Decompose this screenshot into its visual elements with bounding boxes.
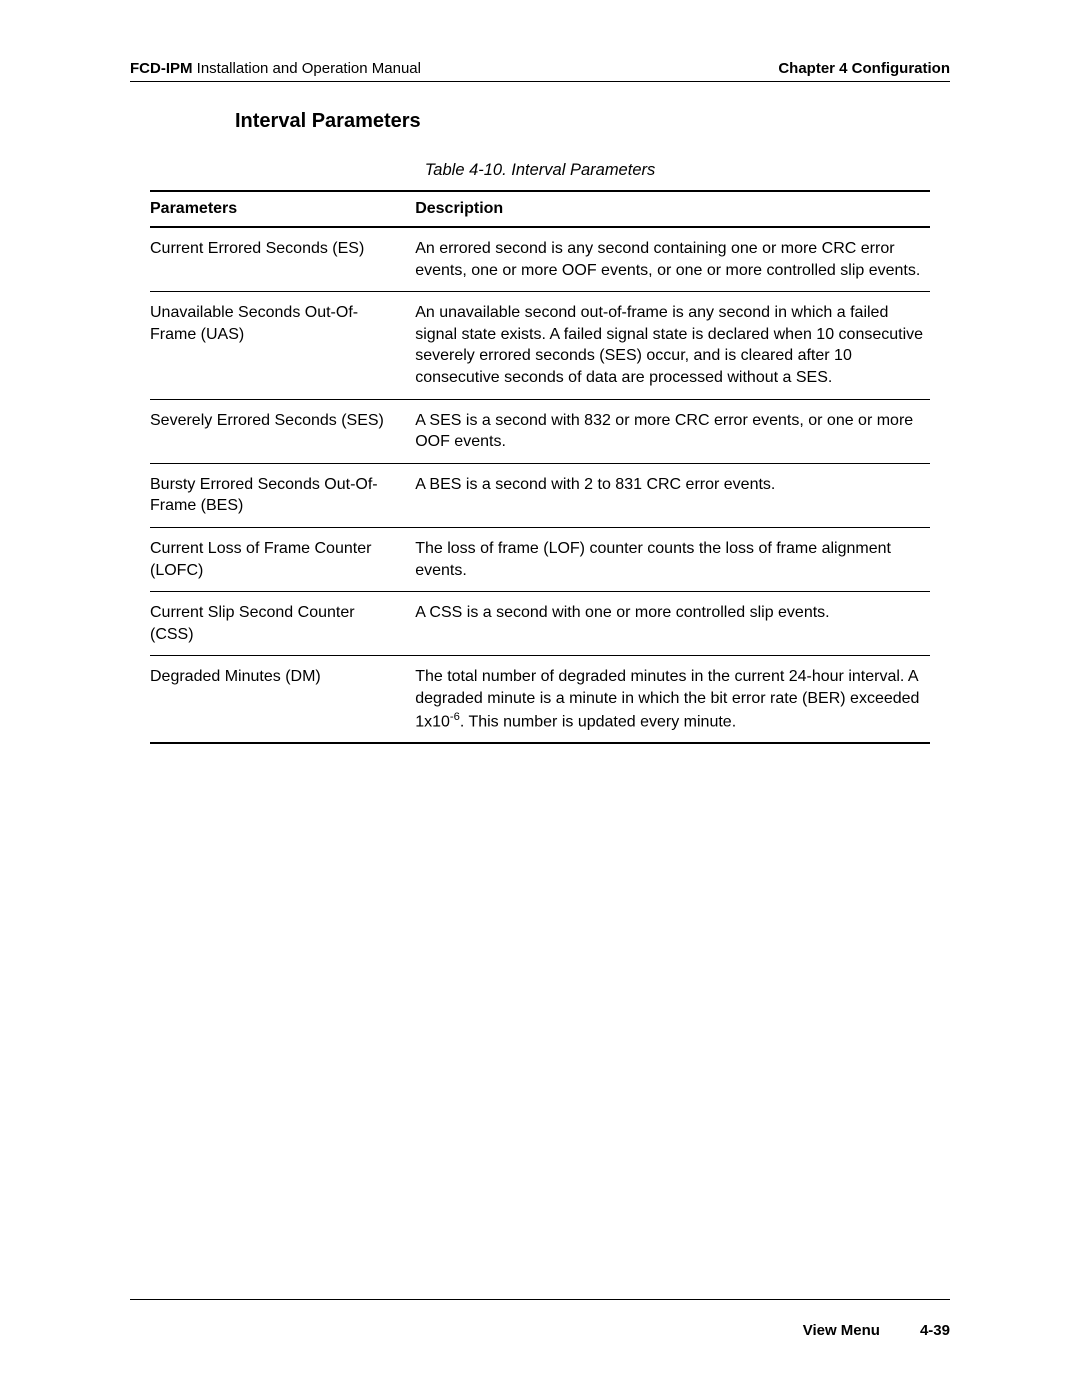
footer-page-number: 4-39 [920, 1322, 950, 1339]
page-footer: View Menu 4-39 [130, 1299, 950, 1339]
table-row: Current Slip Second Counter (CSS) A CSS … [150, 592, 930, 656]
desc-cell: An unavailable second out-of-frame is an… [415, 292, 930, 399]
table-header-row: Parameters Description [150, 191, 930, 227]
header-left: FCD-IPM Installation and Operation Manua… [130, 60, 421, 77]
page-header: FCD-IPM Installation and Operation Manua… [130, 60, 950, 82]
desc-cell: The total number of degraded minutes in … [415, 656, 930, 744]
param-cell: Current Slip Second Counter (CSS) [150, 592, 415, 656]
table-row: Current Errored Seconds (ES) An errored … [150, 227, 930, 292]
section-title: Interval Parameters [235, 110, 950, 133]
desc-cell: A BES is a second with 2 to 831 CRC erro… [415, 463, 930, 527]
table-row: Degraded Minutes (DM) The total number o… [150, 656, 930, 744]
desc-cell: A CSS is a second with one or more contr… [415, 592, 930, 656]
table-row: Current Loss of Frame Counter (LOFC) The… [150, 527, 930, 591]
param-cell: Current Loss of Frame Counter (LOFC) [150, 527, 415, 591]
param-cell: Unavailable Seconds Out-Of-Frame (UAS) [150, 292, 415, 399]
desc-cell: A SES is a second with 832 or more CRC e… [415, 399, 930, 463]
table-row: Severely Errored Seconds (SES) A SES is … [150, 399, 930, 463]
desc-cell: An errored second is any second containi… [415, 227, 930, 292]
chapter-label: Chapter 4 Configuration [778, 60, 950, 77]
param-cell: Bursty Errored Seconds Out-Of-Frame (BES… [150, 463, 415, 527]
param-cell: Degraded Minutes (DM) [150, 656, 415, 744]
interval-parameters-table: Parameters Description Current Errored S… [150, 190, 930, 744]
table-row: Bursty Errored Seconds Out-Of-Frame (BES… [150, 463, 930, 527]
footer-section: View Menu [803, 1322, 880, 1339]
table-caption: Table 4-10. Interval Parameters [130, 161, 950, 180]
product-name: FCD-IPM [130, 60, 193, 77]
param-cell: Current Errored Seconds (ES) [150, 227, 415, 292]
column-header-parameters: Parameters [150, 191, 415, 227]
column-header-description: Description [415, 191, 930, 227]
desc-cell: The loss of frame (LOF) counter counts t… [415, 527, 930, 591]
param-cell: Severely Errored Seconds (SES) [150, 399, 415, 463]
manual-title: Installation and Operation Manual [193, 60, 421, 77]
table-row: Unavailable Seconds Out-Of-Frame (UAS) A… [150, 292, 930, 399]
